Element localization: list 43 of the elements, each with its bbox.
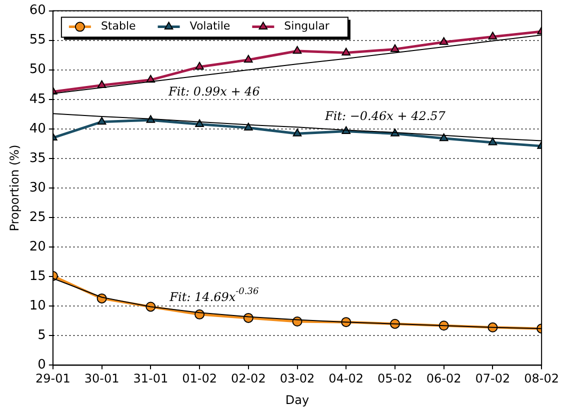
legend-label: Volatile (190, 20, 230, 33)
y-tick-label: 55 (29, 32, 46, 48)
y-tick-label: 35 (29, 150, 46, 166)
x-tick-label: 29-01 (36, 372, 70, 386)
y-tick-label: 10 (29, 298, 46, 314)
point (292, 46, 302, 54)
y-tick-label: 40 (29, 121, 46, 136)
x-tick-label: 02-02 (230, 372, 266, 386)
annotation: Fit: 0.99x + 46 (168, 84, 260, 98)
annotation: Fit: −0.46x + 42.57 (324, 109, 446, 124)
legend-label: Stable (100, 20, 136, 33)
point (292, 128, 302, 136)
point (195, 62, 204, 70)
x-tick-label: 06-02 (426, 372, 462, 386)
y-tick-label: 30 (29, 180, 46, 196)
y-tick-label: 50 (29, 62, 46, 78)
y-tick-label: 15 (29, 268, 46, 284)
x-tick-label: 07-02 (475, 372, 510, 386)
x-axis-title: Day (285, 392, 310, 407)
point (488, 138, 498, 146)
point (244, 54, 253, 63)
y-tick-label: 60 (29, 3, 46, 18)
y-tick-label: 45 (29, 92, 46, 107)
x-tick-label: 08-02 (524, 372, 560, 386)
x-tick-label: 05-02 (378, 372, 412, 386)
point (439, 133, 448, 142)
point (390, 44, 400, 52)
y-tick-label: 0 (38, 358, 46, 373)
x-tick-label: 30-01 (84, 372, 120, 386)
point (439, 37, 448, 45)
legend-label: Singular (284, 20, 330, 33)
y-axis-title: Proportion (%) (7, 144, 22, 232)
y-tick-label: 5 (38, 328, 46, 344)
y-tick-label: 25 (29, 210, 46, 225)
x-tick-label: 01-02 (182, 372, 217, 386)
point (488, 32, 498, 40)
x-tick-label: 03-02 (280, 372, 315, 386)
point (244, 122, 253, 130)
point (342, 48, 351, 56)
x-tick-label: 31-01 (133, 372, 168, 386)
point (97, 116, 106, 125)
x-tick-label: 04-02 (328, 372, 364, 386)
y-tick-label: 20 (29, 239, 46, 254)
